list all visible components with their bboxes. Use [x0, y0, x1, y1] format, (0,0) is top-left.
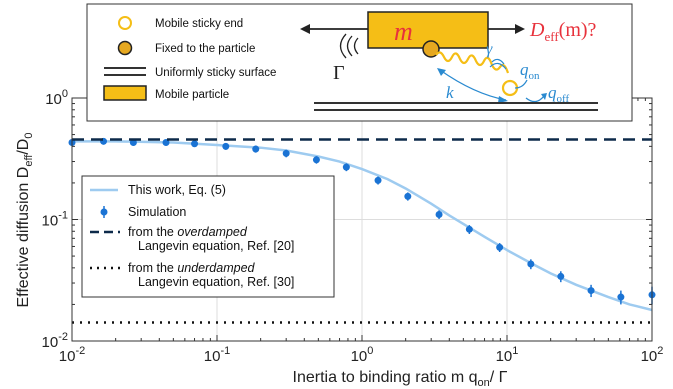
spring-icon [435, 51, 510, 74]
simulation-point [527, 260, 535, 268]
series-line-theory [72, 140, 653, 312]
simulation-point [191, 140, 199, 148]
legend-label-theory: This work, Eq. (5) [128, 183, 226, 197]
inset-legend-label-sticky-surface: Uniformly sticky surface [155, 67, 276, 79]
legend-swatch-simulation-dot [100, 208, 108, 216]
gamma-small-label: γ [486, 41, 493, 58]
inset-legend-label-mobile-sticky-end: Mobile sticky end [155, 18, 243, 30]
y-tick-label: 10-1 [42, 210, 68, 230]
inset-legend-label-fixed-to-particle: Fixed to the particle [155, 43, 255, 55]
y-axis-label: Effective diffusion Deff/D0 [15, 133, 35, 308]
simulation-point [587, 287, 595, 295]
simulation-point [222, 142, 230, 150]
legend-label-overdamped: from the overdamped [128, 225, 248, 239]
legend-box [81, 175, 335, 298]
arrow-left-head [300, 24, 310, 34]
simulation-point [404, 192, 412, 200]
friction-marks-icon [339, 33, 359, 59]
simulation-point [252, 145, 260, 153]
sticky-end-icon [501, 79, 519, 97]
x-axis-label: Inertia to binding ratio m qon/ Γ [293, 369, 508, 389]
gamma-big-label: Γ [333, 62, 345, 84]
inset-box [86, 3, 633, 122]
q-on-label: qon [520, 60, 540, 82]
q-on-arrow [514, 79, 528, 89]
simulation-point [312, 156, 320, 164]
x-tick-label: 100 [351, 345, 374, 365]
x-tick-label: 10-2 [59, 345, 85, 365]
x-tick-label: 101 [496, 345, 519, 365]
x-tick-label: 102 [641, 345, 664, 365]
spring-arrow-head-left [437, 68, 446, 76]
legend-label-underdamped: from the underdamped [128, 261, 256, 275]
legend-label-underdamped-line2: Langevin equation, Ref. [30] [138, 275, 294, 289]
simulation-point [617, 293, 625, 301]
spring-k-label: k [446, 83, 454, 102]
simulation-point [342, 163, 350, 171]
legend-label-simulation: Simulation [128, 205, 186, 219]
y-tick-label: 10-2 [42, 331, 68, 351]
fixed-anchor-icon [422, 40, 440, 58]
small-friction-icon [489, 58, 507, 70]
inset: Mobile sticky end Fixed to the particle … [86, 3, 633, 122]
x-tick-label: 10-1 [204, 345, 230, 365]
particle-mass-label: m [394, 17, 413, 46]
simulation-point [465, 225, 473, 233]
q-off-arrow [525, 95, 545, 103]
simulation-point [557, 272, 565, 280]
inset-legend-label-mobile-particle: Mobile particle [155, 89, 229, 101]
simulation-point [496, 243, 504, 251]
y-tick-label: 100 [45, 88, 68, 108]
legend-label-overdamped-line2: Langevin equation, Ref. [20] [138, 239, 294, 253]
arrow-right-head [515, 24, 525, 34]
simulation-point [435, 210, 443, 218]
axis-ticks: 10-2 10-1 100 101 102 10-2 10-1 100 [42, 88, 664, 365]
spring-arrow-head-right [498, 96, 508, 103]
legend: This work, Eq. (5) Simulation from the o… [81, 175, 335, 298]
legend-icon-mobile-sticky-end [118, 16, 132, 30]
legend-icon-mobile-particle [103, 85, 147, 101]
question-label: Deff(m)? [529, 19, 597, 44]
simulation-point [374, 176, 382, 184]
simulation-point [282, 149, 290, 157]
q-off-arrow-head [541, 93, 547, 100]
data-marks [68, 137, 656, 324]
legend-icon-fixed-to-particle [117, 40, 133, 56]
